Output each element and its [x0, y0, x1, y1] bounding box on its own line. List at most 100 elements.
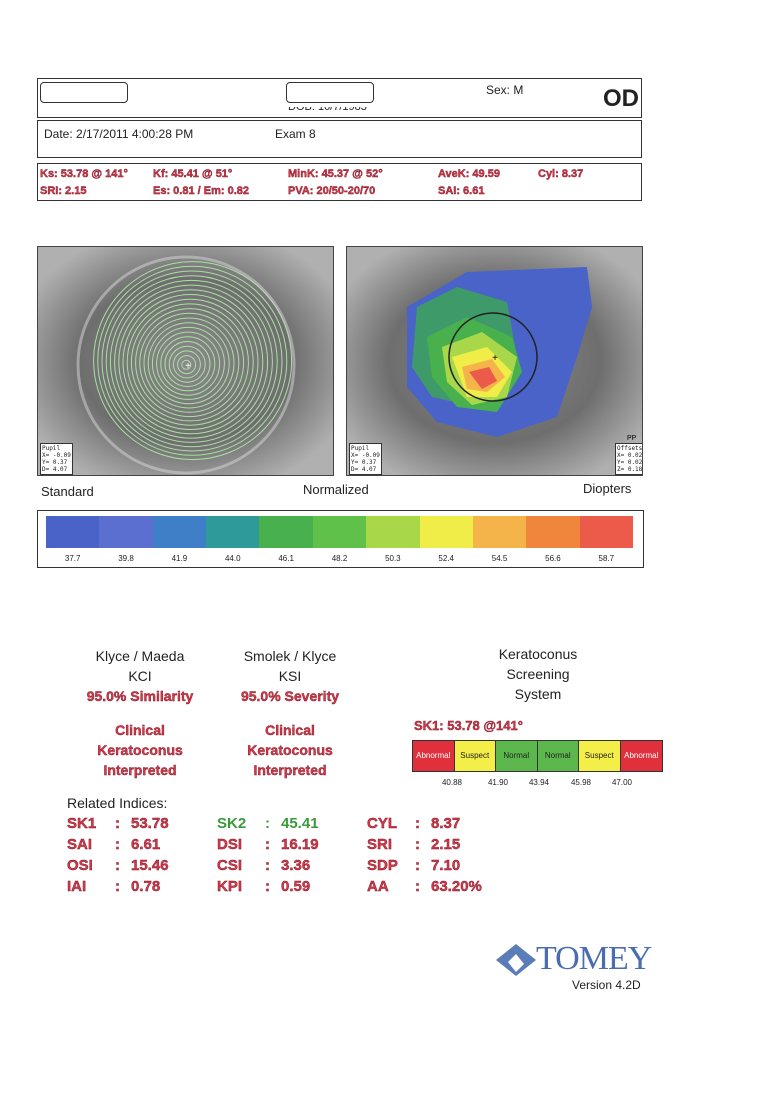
- exam-number: Exam 8: [275, 127, 316, 141]
- index-colon: :: [265, 836, 270, 853]
- ksi-interp-3: Interpreted: [253, 762, 327, 778]
- kci-interp-1: Clinical: [115, 722, 165, 738]
- pupil-info-box-right: Pupil X= -0.09 Y= 0.37 D= 4.07: [349, 443, 382, 475]
- kss-bar-segment: Normal: [496, 741, 538, 771]
- index-key: SK2: [217, 815, 247, 832]
- scale-label: 56.6: [545, 554, 561, 563]
- color-scale-box: 37.7 39.8 41.9 44.0 46.1 48.2 50.3 52.4 54.5 56.6…: [37, 510, 644, 568]
- pupil-title-right: Pupil: [351, 445, 370, 452]
- index-value: 3.36: [281, 857, 311, 874]
- kss-bar-segment: Abnormal: [413, 741, 455, 771]
- scale-label: 44.0: [224, 554, 241, 563]
- index-value: 0.78: [131, 878, 161, 895]
- placido-ring: [147, 322, 230, 405]
- index-key: KPI: [217, 878, 243, 895]
- index-colon: :: [265, 857, 270, 874]
- placido-ring: [139, 312, 240, 413]
- placido-ring: [105, 275, 278, 448]
- scale-swatch: [259, 516, 313, 548]
- placido-ring: [130, 303, 249, 422]
- ksi-interp-2: Keratoconus: [247, 742, 333, 758]
- placido-ring: [126, 298, 254, 426]
- index-colon: :: [265, 815, 270, 832]
- placido-ring: [151, 326, 225, 400]
- index-value: 6.61: [131, 836, 161, 853]
- scale-swatch: [472, 516, 527, 548]
- pupil-info-box: Pupil X= -0.09 Y= 0.37 D= 4.07: [40, 443, 73, 475]
- normalized-caption: Normalized: [303, 482, 369, 497]
- placido-ring: [109, 279, 273, 443]
- offsets-info-box: Offsets X= 0.02 Y= 0.02 Z= 0.18: [615, 443, 643, 475]
- pupil-d: D= 4.07: [42, 466, 68, 473]
- sex-text: Sex: M: [486, 83, 524, 97]
- standard-caption: Standard: [41, 484, 94, 499]
- exam-info-box: Date: 2/17/2011 4:00:28 PM Exam 8: [37, 120, 642, 158]
- index-value: 8.37: [431, 815, 461, 832]
- scale-swatch: [312, 516, 367, 548]
- diopters-caption: Diopters: [583, 481, 632, 496]
- index-value: 53.78: [131, 815, 169, 832]
- related-indices-grid: SK1:53.78 SK2:45.41 CYL:8.37 SAI:6.61 DSI:16…: [67, 815, 507, 905]
- es-em-value: Es: 0.81 / Em: 0.82: [153, 185, 249, 197]
- index-colon: :: [115, 878, 120, 895]
- scale-swatch: [46, 516, 100, 548]
- index-colon: :: [415, 815, 420, 832]
- index-key: OSI: [67, 857, 93, 874]
- tomey-logo: TOMEY: [494, 940, 652, 980]
- kci-similarity: 95.0% Similarity: [86, 688, 194, 704]
- pupil-title: Pupil: [42, 445, 61, 452]
- placido-ring: [122, 294, 259, 430]
- index-key: SAI: [67, 836, 93, 853]
- index-value: 15.46: [131, 857, 169, 874]
- kss-bar-segment: Suspect: [579, 741, 621, 771]
- tomey-logo-icon: [496, 944, 536, 976]
- placido-ring: [114, 284, 269, 439]
- scale-label: 48.2: [331, 554, 348, 563]
- index-key: SK1: [67, 815, 97, 832]
- index-colon: :: [115, 857, 120, 874]
- placido-ring: [93, 261, 293, 461]
- scale-label: 52.4: [438, 554, 454, 563]
- ksi-severity: 95.0% Severity: [240, 688, 340, 704]
- cyl-value: Cyl: 8.37: [538, 168, 584, 180]
- kf-value: Kf: 45.41 @ 51°: [153, 168, 233, 180]
- pupil-d-right: D= 4.07: [351, 466, 377, 473]
- placido-ring: [156, 331, 221, 396]
- kss-ticks: 40.88 41.90 43.94 45.98 47.00: [412, 778, 661, 790]
- kci-title: Klyce / Maeda: [95, 648, 185, 664]
- index-key: DSI: [217, 836, 243, 853]
- pupil-x: X= -0.09: [42, 452, 71, 459]
- topography-svg: +: [347, 247, 642, 475]
- pupil-y: Y= 0.37: [42, 459, 68, 466]
- related-indices-title: Related Indices:: [67, 795, 168, 811]
- sri-value: SRI: 2.15: [40, 185, 87, 197]
- kss-severity-bar: Abnormal Suspect Normal Normal Suspect Abnorm…: [412, 740, 663, 772]
- index-key: AA: [367, 878, 389, 895]
- placido-ring-image: + Pupil X= -0.09 Y= 0.37 D= 4.07: [37, 246, 334, 476]
- scale-swatch: [579, 516, 633, 548]
- index-colon: :: [415, 857, 420, 874]
- kss-tick-label: 40.88: [441, 778, 463, 787]
- placido-ring: [172, 350, 201, 379]
- placido-ring-svg: +: [38, 247, 333, 475]
- ksi-interp-1: Clinical: [265, 722, 315, 738]
- scale-swatch: [206, 516, 260, 548]
- placido-ring: [168, 345, 206, 383]
- kss-title-2: Screening: [506, 666, 570, 682]
- mink-value: MinK: 45.37 @ 52°: [288, 168, 383, 180]
- index-colon: :: [415, 878, 420, 895]
- scale-label: 37.7: [64, 554, 81, 563]
- kss-bar-segment: Normal: [537, 741, 579, 771]
- kss-title-1: Keratoconus: [498, 646, 578, 662]
- offsets-y: Y= 0.02: [617, 459, 643, 466]
- kci-sub: KCI: [128, 668, 152, 684]
- topography-color-map: + Pupil X= -0.09 Y= 0.37 D= 4.07 PP Offs…: [346, 246, 643, 476]
- kss-bar-segment: Suspect: [454, 741, 496, 771]
- eye-label: OD: [603, 85, 639, 112]
- index-colon: :: [265, 878, 270, 895]
- scale-label: 50.3: [385, 554, 401, 563]
- offsets-title: Offsets: [617, 445, 643, 452]
- scale-label: 41.9: [171, 554, 188, 563]
- kss-tick-label: 47.00: [611, 778, 633, 787]
- version-text: Version 4.2D: [572, 978, 641, 992]
